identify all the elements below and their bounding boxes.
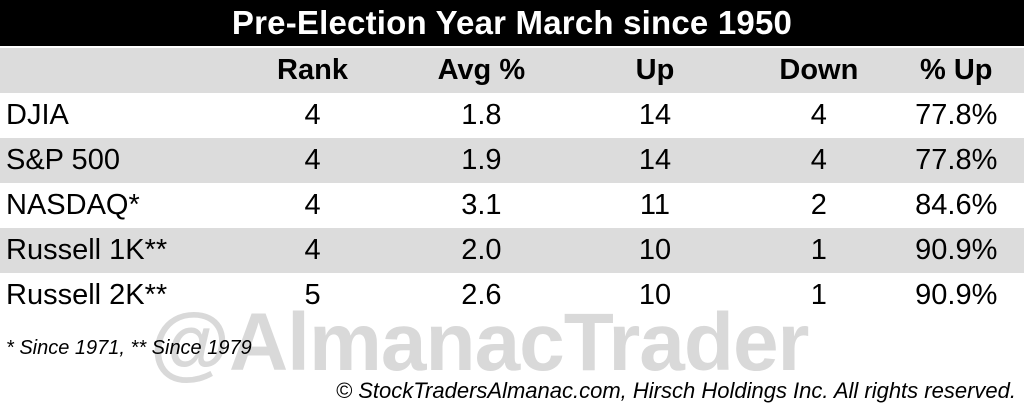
index-name: Russell 1K** — [6, 234, 168, 266]
down-cell: 4 — [810, 99, 827, 131]
pct-up-cell: 77.8% — [915, 99, 998, 131]
avg-cell: 1.8 — [461, 99, 502, 131]
down-cell: 4 — [810, 144, 827, 176]
up-cell: 10 — [638, 234, 672, 266]
rank-cell: 4 — [304, 189, 321, 221]
pct-up-cell: 77.8% — [915, 144, 998, 176]
stats-table: Rank Avg % Up Down % Up DJIA 4 1.8 14 4 … — [0, 48, 1024, 318]
avg-cell: 2.6 — [461, 279, 502, 311]
column-header-pct-up: % Up — [920, 54, 993, 86]
rank-cell: 4 — [304, 144, 321, 176]
column-header-rank: Rank — [277, 54, 348, 86]
table-row: NASDAQ* 4 3.1 11 2 84.6% — [0, 183, 1024, 228]
avg-cell: 3.1 — [461, 189, 502, 221]
table-row: DJIA 4 1.8 14 4 77.8% — [0, 93, 1024, 138]
index-name: S&P 500 — [6, 144, 120, 176]
copyright-notice: © StockTradersAlmanac.com, Hirsch Holdin… — [335, 378, 1016, 403]
index-name: Russell 2K** — [6, 279, 168, 311]
down-cell: 1 — [810, 234, 827, 266]
header-row: Rank Avg % Up Down % Up — [0, 48, 1024, 93]
index-name: DJIA — [6, 99, 69, 131]
table-row: Russell 1K** 4 2.0 10 1 90.9% — [0, 228, 1024, 273]
down-cell: 1 — [810, 279, 827, 311]
up-cell: 14 — [638, 144, 672, 176]
column-header-name — [0, 48, 223, 93]
rank-cell: 4 — [304, 234, 321, 266]
table-row: S&P 500 4 1.9 14 4 77.8% — [0, 138, 1024, 183]
column-header-up: Up — [635, 54, 675, 86]
pct-up-cell: 90.9% — [915, 234, 998, 266]
up-cell: 10 — [638, 279, 672, 311]
down-cell: 2 — [810, 189, 827, 221]
column-header-avg: Avg % — [437, 54, 526, 86]
footnote: * Since 1971, ** Since 1979 — [6, 337, 252, 359]
rank-cell: 5 — [304, 279, 321, 311]
watermark: @AlmanacTrader — [150, 297, 809, 388]
avg-cell: 2.0 — [461, 234, 502, 266]
rank-cell: 4 — [304, 99, 321, 131]
table-row: Russell 2K** 5 2.6 10 1 90.9% — [0, 273, 1024, 318]
avg-cell: 1.9 — [461, 144, 502, 176]
up-cell: 11 — [639, 189, 671, 221]
pct-up-cell: 90.9% — [915, 279, 998, 311]
pct-up-cell: 84.6% — [915, 189, 998, 221]
table-title: Pre-Election Year March since 1950 — [0, 0, 1024, 46]
column-header-down: Down — [779, 54, 859, 86]
index-name: NASDAQ* — [6, 189, 140, 221]
up-cell: 14 — [638, 99, 672, 131]
